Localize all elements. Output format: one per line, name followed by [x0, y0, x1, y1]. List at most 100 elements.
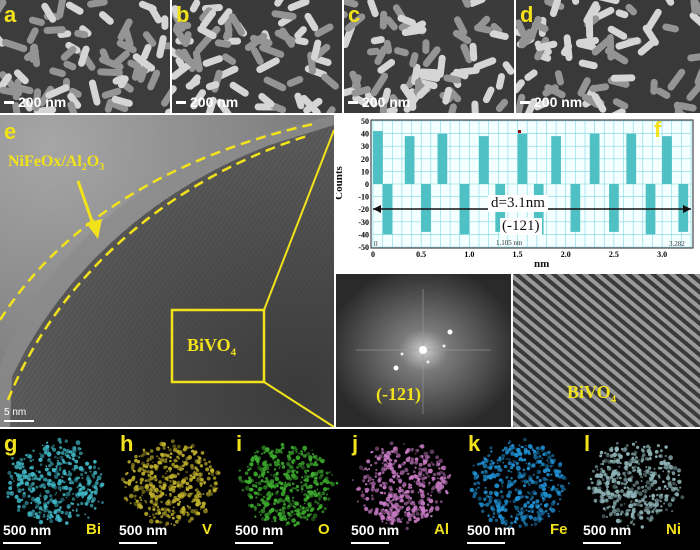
ifft-label: BiVO4 — [567, 382, 616, 406]
eds-panel-l: l 500 nm Ni — [580, 429, 694, 550]
nanoparticle — [448, 103, 457, 113]
ifft-label-sub: 4 — [610, 393, 617, 406]
nanoparticle — [524, 69, 538, 81]
x-tick-label: 0 — [371, 250, 375, 259]
nanoparticle — [256, 57, 280, 73]
nanoparticle — [495, 98, 509, 112]
nanoparticle — [690, 0, 699, 15]
nanoparticle — [117, 75, 129, 89]
nanoparticle — [197, 25, 217, 40]
nanoparticle — [615, 9, 629, 19]
nanoparticle — [45, 84, 70, 99]
y-tick-label: 0 — [365, 180, 369, 189]
nanoparticle — [26, 27, 39, 44]
eds-element-label: Bi — [86, 521, 101, 538]
x-tick-label: 2.0 — [561, 250, 571, 259]
y-axis-label: Counts — [336, 166, 345, 200]
nanoparticle — [263, 76, 287, 92]
spacing-arrow-right — [683, 205, 691, 213]
nanoparticle — [422, 46, 441, 68]
ifft-panel: BiVO4 — [513, 274, 700, 427]
nanoparticle — [172, 26, 190, 47]
nanoparticle — [87, 0, 108, 8]
nanoparticle — [413, 83, 425, 95]
nanoparticle — [137, 63, 150, 83]
nanoparticle — [60, 46, 77, 61]
profile-bar — [437, 133, 448, 184]
profile-bar — [372, 131, 383, 184]
profile-bar — [517, 133, 528, 184]
eds-scale-text: 500 nm — [119, 522, 168, 538]
panel-label-i: i — [236, 431, 243, 456]
nanoparticle — [274, 0, 284, 7]
nanoparticle — [321, 73, 339, 90]
x-tick-label: 0.5 — [416, 250, 426, 259]
nanoparticle — [217, 8, 233, 26]
nanoparticle — [686, 83, 700, 101]
nanoparticle — [111, 95, 133, 107]
fft-spot — [447, 329, 453, 335]
nanoparticle — [57, 30, 72, 38]
nanoparticle — [351, 86, 371, 97]
nanoparticle — [192, 49, 203, 73]
eds-element-label: O — [318, 521, 330, 538]
fft-spot — [442, 344, 446, 348]
profile-bar — [570, 184, 581, 232]
y-tick-label: 40 — [361, 130, 369, 139]
nanoparticle — [30, 43, 41, 68]
nanoparticle — [607, 25, 628, 40]
sem-texture — [516, 0, 700, 113]
nanoparticle — [384, 16, 398, 31]
fft-plane-label: (-121) — [376, 384, 421, 404]
coating-sub-2: 2 — [81, 162, 87, 174]
profile-chart: 50 40 30 20 10 0 -10 -20 -30 -40 -50 0 0.5 1.0 1.5 2.0… — [358, 117, 694, 259]
eds-scale-text: 500 nm — [467, 522, 516, 538]
fft-center-spot — [419, 346, 427, 354]
nanoparticle — [383, 106, 398, 113]
nanoparticle — [113, 50, 130, 66]
eds-map — [351, 441, 452, 531]
nanoparticle — [615, 37, 641, 50]
core-label-sub: 4 — [230, 346, 237, 359]
scale-bar-a — [4, 101, 14, 104]
nanoparticle — [294, 26, 307, 39]
nanoparticle — [222, 53, 237, 65]
fft-image — [336, 274, 511, 427]
nanoparticle — [344, 13, 366, 32]
eds-element-label: Ni — [666, 521, 681, 538]
nanoparticle — [442, 86, 452, 105]
x-tick-label: 1.0 — [464, 250, 474, 259]
nanoparticle — [482, 86, 495, 104]
spacing-arrow-left — [373, 205, 381, 213]
nanoparticle — [689, 12, 700, 27]
nanoparticle — [571, 0, 580, 5]
nanoparticle — [418, 72, 441, 82]
panel-label-c: c — [348, 2, 361, 27]
nanoparticle — [33, 106, 57, 113]
nanoparticle — [116, 39, 137, 54]
eds-scale-bar — [351, 542, 389, 544]
eds-element-label: V — [202, 521, 213, 538]
nanoparticle — [190, 89, 206, 110]
nanoparticle — [199, 9, 216, 30]
nanoparticle — [436, 54, 446, 78]
nanoparticle — [667, 68, 686, 91]
nanoparticle — [185, 78, 201, 90]
core-label: BiVO4 — [187, 335, 236, 359]
nanoparticle — [379, 98, 388, 113]
nanoparticle — [294, 92, 305, 110]
x-start-label: 0 — [374, 240, 378, 248]
nanoparticle — [443, 74, 462, 84]
marker-dot — [518, 130, 521, 133]
tem-panel-e: e NiFeOx/Al2O3 BiVO4 5 nm — [0, 115, 334, 427]
nanoparticle — [202, 55, 224, 67]
coating-label: NiFeOx/Al2O3 — [8, 153, 104, 173]
nanoparticle — [132, 53, 156, 72]
nanoparticle — [172, 46, 180, 58]
nanoparticle — [516, 79, 525, 94]
nanoparticle — [189, 0, 201, 13]
eds-panel-k: k 500 nm Fe — [464, 429, 578, 550]
nanoparticle — [251, 47, 264, 65]
nanoparticle — [416, 85, 430, 99]
